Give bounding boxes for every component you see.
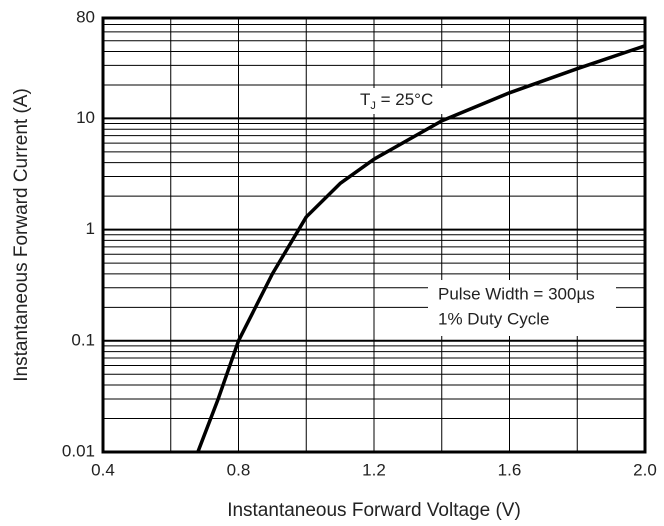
y-tick-label: 10	[76, 108, 95, 127]
plot-frame	[101, 16, 647, 454]
annotation-box	[428, 280, 616, 336]
annotation-part: = 25°C	[376, 90, 433, 109]
y-tick-label: 0.1	[71, 330, 95, 349]
annotation-sub: J	[370, 100, 376, 112]
annotation-part: T	[360, 90, 370, 109]
x-tick-label: 0.4	[91, 460, 115, 479]
annotation: Pulse Width = 300µs	[438, 284, 595, 303]
x-tick-label: 1.6	[498, 460, 522, 479]
y-tick-label: 80	[76, 7, 95, 26]
annotation: TJ = 25°C	[360, 90, 433, 111]
annotation: 1% Duty Cycle	[438, 309, 549, 328]
x-axis-label: Instantaneous Forward Voltage (V)	[227, 500, 521, 521]
x-tick-label: 1.2	[362, 460, 386, 479]
y-axis-label: Instantaneous Forward Current (A)	[11, 88, 32, 382]
x-tick-label: 0.8	[227, 460, 251, 479]
y-tick-label: 1	[86, 219, 95, 238]
data-line	[196, 44, 646, 453]
x-tick-label: 2.0	[633, 460, 657, 479]
y-tick-label: 0.01	[62, 441, 95, 460]
annotation-bg	[348, 88, 460, 114]
